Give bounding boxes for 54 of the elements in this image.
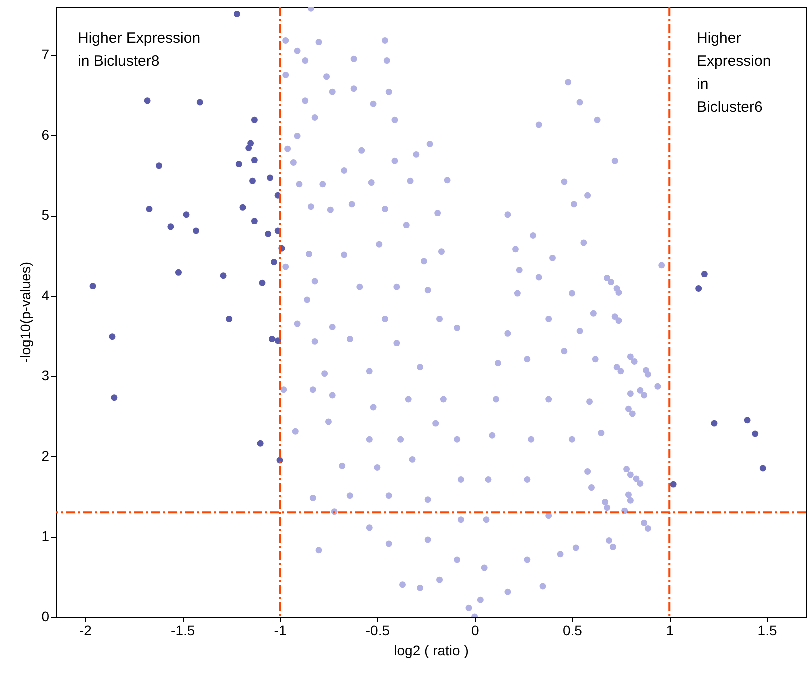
point (251, 116, 258, 124)
y-axis-title: -log10(p-values) (18, 262, 34, 364)
point (760, 465, 766, 472)
point (246, 145, 252, 152)
point (711, 420, 718, 427)
point (259, 280, 266, 286)
point (752, 430, 759, 438)
annotation: Higher Expression in Bicluster8 (78, 30, 201, 70)
point (270, 259, 278, 266)
y-tick-label: 6 (42, 126, 50, 143)
point (250, 178, 256, 184)
point (168, 224, 174, 230)
point (744, 417, 751, 424)
point (196, 99, 204, 106)
point (670, 481, 677, 488)
point (234, 10, 240, 18)
point (175, 269, 182, 276)
x-axis-title: log2 ( ratio ) (394, 642, 469, 658)
point (90, 283, 96, 290)
point (109, 334, 116, 340)
point (226, 316, 233, 322)
x-tick-label: -2 (79, 622, 92, 638)
point (220, 272, 227, 280)
y-tick-label: 7 (42, 46, 50, 63)
point (267, 174, 274, 182)
point (111, 394, 118, 402)
y-tick-label: 5 (42, 207, 50, 224)
point (146, 206, 153, 212)
point (183, 212, 190, 218)
point (257, 440, 264, 447)
x-tick-label: -0.5 (366, 622, 390, 638)
point (251, 157, 258, 164)
point (696, 285, 702, 292)
y-tick-label: 2 (42, 448, 50, 464)
point (193, 228, 200, 234)
point (268, 336, 276, 343)
x-tick-label: 1.5 (758, 622, 778, 638)
point (236, 161, 242, 168)
point (144, 98, 151, 104)
y-tick-label: 3 (42, 368, 50, 384)
x-tick-label: 0.5 (563, 622, 583, 638)
point (701, 271, 708, 278)
annotation: Higher Expression in Bicluster6 (697, 30, 772, 116)
point (265, 230, 272, 238)
point (240, 204, 246, 211)
x-tick-label: 0 (471, 622, 480, 638)
point (251, 218, 258, 225)
x-tick-label: 1 (666, 622, 674, 638)
y-tick-label: 1 (42, 528, 50, 544)
point (156, 162, 162, 170)
y-tick-label: 0 (42, 608, 50, 624)
x-tick-label: -1 (274, 622, 287, 638)
y-tick-label: 4 (42, 287, 50, 304)
x-tick-label: -1.5 (171, 622, 196, 638)
